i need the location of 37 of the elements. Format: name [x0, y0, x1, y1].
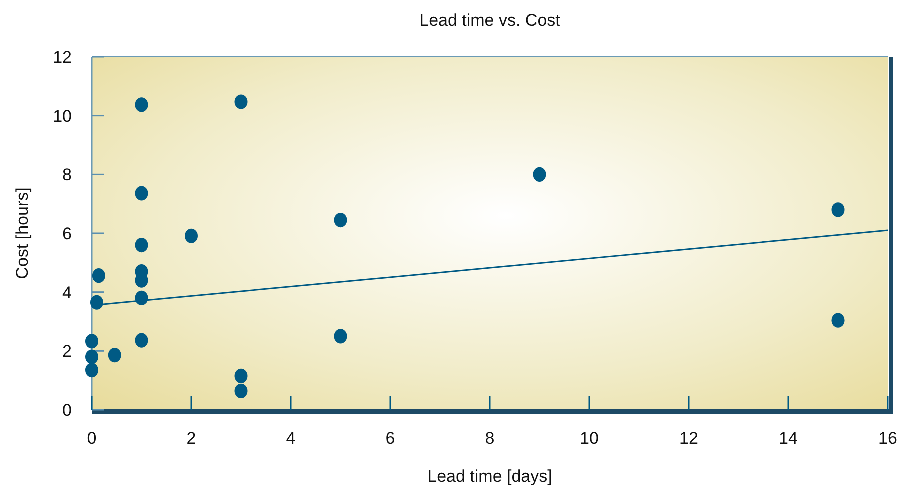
point — [832, 202, 845, 218]
point — [334, 329, 348, 344]
point — [832, 313, 845, 328]
point — [92, 268, 106, 284]
x-tick-label: 14 — [779, 429, 798, 448]
point — [86, 334, 98, 349]
y-axis-title: Cost [hours] — [13, 188, 32, 280]
point — [135, 333, 148, 348]
point — [86, 350, 98, 364]
point — [135, 186, 148, 201]
point — [234, 384, 248, 398]
x-tick-label: 8 — [485, 429, 495, 448]
x-axis-title: Lead time [days] — [428, 467, 552, 486]
x-tick-label: 12 — [680, 429, 698, 448]
x-tick-label: 16 — [878, 429, 898, 448]
y-tick-label: 2 — [62, 342, 72, 362]
y-tick-label: 6 — [62, 224, 72, 244]
x-tick-label: 0 — [87, 429, 97, 448]
y-tick-label: 12 — [53, 48, 72, 67]
x-tick-label: 10 — [580, 429, 599, 448]
y-tick-label: 4 — [62, 283, 72, 302]
point — [135, 238, 148, 253]
point — [185, 228, 198, 244]
point — [234, 368, 248, 384]
x-tick-label: 6 — [386, 429, 396, 448]
x-tick-label: 4 — [286, 429, 296, 448]
point — [135, 98, 148, 112]
x-tick-label: 2 — [186, 429, 196, 448]
point — [533, 167, 546, 182]
point — [234, 94, 248, 110]
y-tick-label: 8 — [62, 166, 72, 185]
point — [108, 348, 122, 363]
chart-title: Lead time vs. Cost — [420, 11, 561, 30]
point — [86, 362, 98, 378]
y-tick-label: 10 — [53, 106, 72, 126]
y-tick-label: 0 — [62, 400, 72, 420]
point — [334, 212, 348, 228]
